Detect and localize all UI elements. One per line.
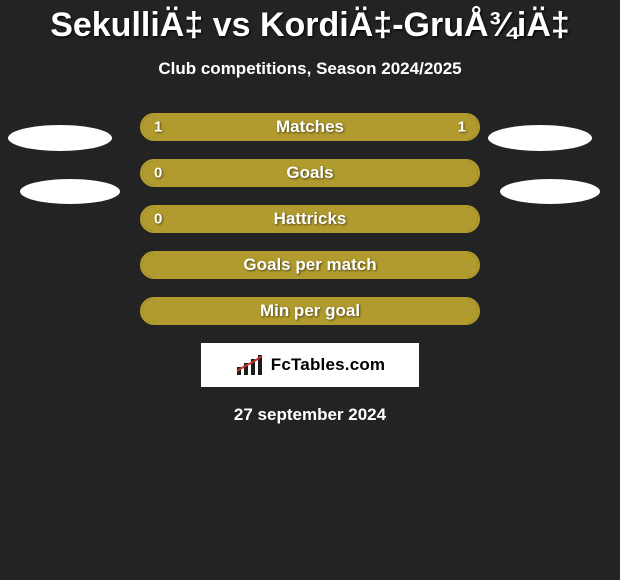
competition-subtitle: Club competitions, Season 2024/2025: [0, 59, 620, 79]
decorative-ellipse: [500, 179, 600, 204]
stat-value-right: 1: [458, 119, 466, 136]
chart-icon: [235, 353, 265, 377]
stat-row: Hattricks 0: [140, 205, 480, 233]
stat-label: Hattricks: [274, 209, 347, 229]
stat-row: Min per goal: [140, 297, 480, 325]
stat-label: Goals per match: [243, 255, 376, 275]
stat-label: Goals: [286, 163, 333, 183]
stat-value-left: 0: [154, 165, 162, 182]
stat-label: Matches: [276, 117, 344, 137]
decorative-ellipse: [488, 125, 592, 151]
decorative-ellipse: [20, 179, 120, 204]
date-line: 27 september 2024: [0, 405, 620, 425]
stats-comparison: Matches 1 1 Goals 0 Hattricks 0 Goals per match…: [140, 113, 480, 325]
stat-row: Goals 0: [140, 159, 480, 187]
stat-row: Matches 1 1: [140, 113, 480, 141]
stat-value-left: 0: [154, 211, 162, 228]
source-badge-text: FcTables.com: [271, 355, 386, 375]
source-badge: FcTables.com: [201, 343, 419, 387]
stat-value-left: 1: [154, 119, 162, 136]
decorative-ellipse: [8, 125, 112, 151]
page-title: SekulliÄ‡ vs KordiÄ‡-GruÅ¾iÄ‡: [0, 0, 620, 45]
stat-label: Min per goal: [260, 301, 360, 321]
stat-row: Goals per match: [140, 251, 480, 279]
